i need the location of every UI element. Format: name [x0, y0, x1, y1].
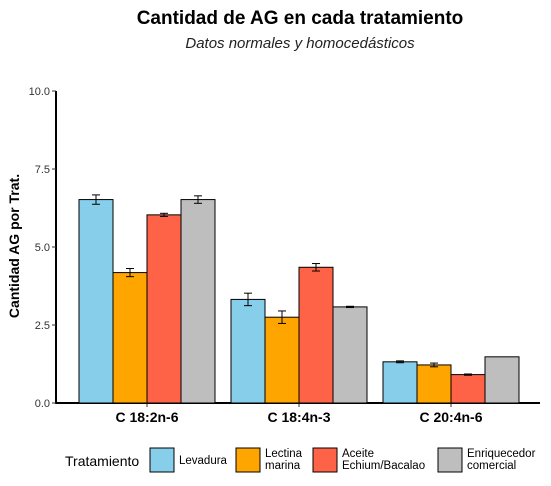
bar	[264, 316, 300, 404]
bar	[416, 364, 452, 404]
y-tick-label: 5.0	[35, 242, 50, 254]
y-tick-label: 2.5	[35, 320, 50, 332]
legend: Tratamiento Levadura Lectina marina Aceite E…	[65, 447, 536, 473]
legend-label: Levadura	[179, 455, 228, 467]
legend-item: Aceite Echium/Bacalao	[312, 447, 425, 473]
bar	[180, 199, 216, 404]
legend-item: Enriquecedor comercial	[437, 447, 536, 473]
bar	[382, 361, 418, 404]
legend-item: Lectina marina	[235, 447, 303, 473]
legend-item: Levadura	[149, 447, 228, 473]
chart-subtitle: Datos normales y homocedásticos	[185, 35, 415, 52]
x-tick-label: C 18:4n-3	[267, 409, 330, 425]
legend-label: Enriquecedor comercial	[467, 448, 536, 472]
y-axis-label: Cantidad AG por Trat.	[6, 174, 22, 318]
error-bar	[160, 212, 168, 217]
plot-area: 0.0 2.5 5.0 7.5 10.0 C 18:2n-6 C 18:4n-3 C 20:4…	[29, 86, 540, 425]
legend-swatch	[149, 447, 175, 473]
bar	[450, 374, 486, 404]
x-tick-label: C 20:4n-6	[419, 409, 482, 425]
bar	[484, 356, 520, 404]
legend-swatch	[235, 447, 261, 473]
bar	[146, 214, 182, 404]
legend-label: Aceite Echium/Bacalao	[342, 448, 425, 472]
bar	[112, 272, 148, 404]
legend-swatch	[312, 447, 338, 473]
bar	[298, 266, 334, 404]
y-tick-label: 0.0	[35, 398, 50, 410]
legend-title: Tratamiento	[65, 453, 139, 469]
y-tick-label: 10.0	[29, 86, 50, 98]
chart-title: Cantidad de AG en cada tratamiento	[137, 8, 464, 29]
error-bar	[126, 268, 134, 278]
error-bar	[92, 194, 100, 205]
y-tick-label: 7.5	[35, 164, 50, 176]
error-bar	[396, 360, 404, 364]
error-bar	[346, 305, 354, 309]
x-tick-label: C 18:2n-6	[115, 409, 178, 425]
legend-label: Lectina marina	[265, 448, 303, 472]
legend-swatch	[437, 447, 463, 473]
error-bar	[430, 362, 438, 368]
bar	[78, 199, 114, 404]
error-bar	[278, 310, 286, 324]
bar	[230, 298, 266, 404]
error-bar	[194, 195, 202, 204]
error-bar	[312, 263, 320, 272]
bar	[332, 306, 368, 404]
error-bar	[464, 373, 472, 376]
error-bar	[244, 292, 252, 307]
